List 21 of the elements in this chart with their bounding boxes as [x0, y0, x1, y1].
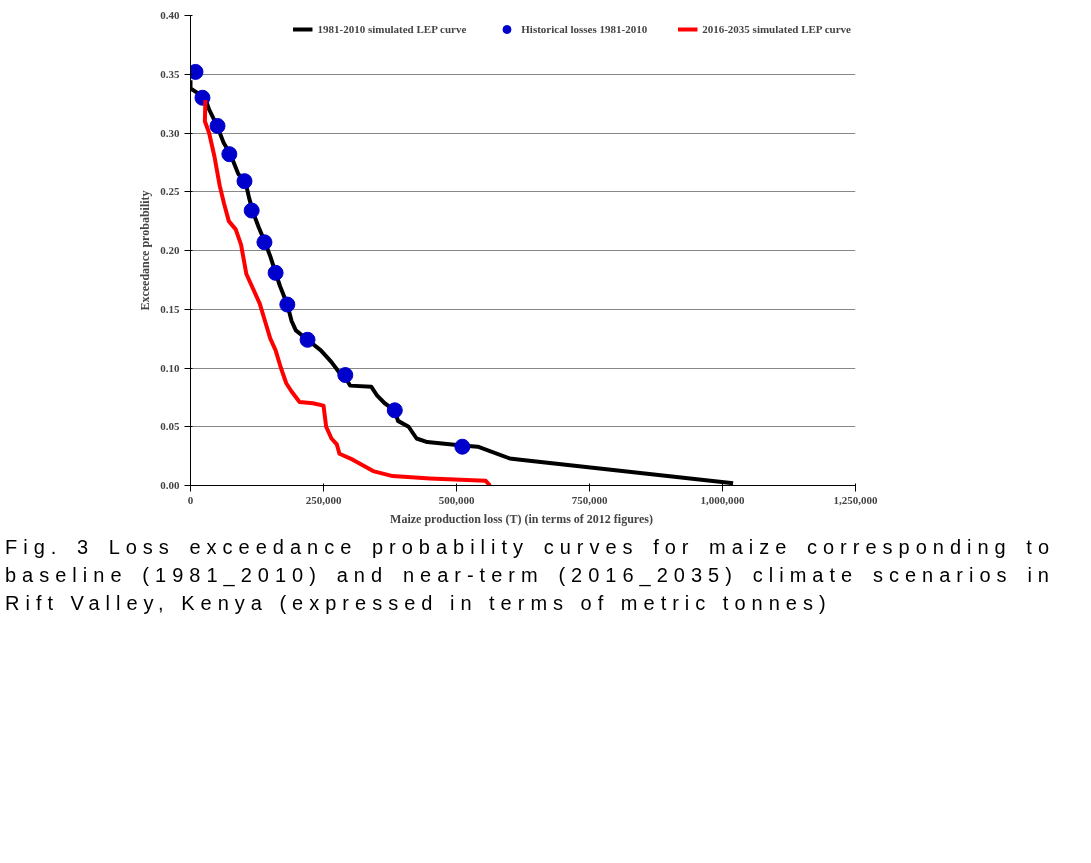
y-tick-label: 0.00 — [160, 479, 180, 491]
x-tick-label: 500,000 — [438, 493, 475, 506]
y-tick-label: 0.25 — [160, 185, 180, 198]
y-tick-label: 0.20 — [160, 244, 180, 256]
y-tick-label: 0.35 — [160, 67, 180, 80]
y-tick-label: 0.40 — [160, 9, 180, 21]
legend-label: Historical losses 1981-2010 — [521, 23, 648, 35]
y-tick-label: 0.10 — [160, 361, 180, 374]
x-tick-label: 250,000 — [305, 493, 342, 506]
y-tick-label: 0.15 — [160, 302, 180, 315]
legend-label: 1981-2010 simulated LEP curve — [317, 23, 467, 35]
y-tick-label: 0.05 — [160, 420, 180, 433]
x-tick-label: 0 — [187, 493, 194, 506]
y-axis-title: Exceedance probability — [138, 190, 153, 311]
legend-label: 2016-2035 simulated LEP curve — [702, 23, 851, 35]
y-tick-label: 0.30 — [160, 126, 180, 139]
x-axis-title: Maize production loss (T) (in terms of 2012 figures) — [390, 511, 653, 526]
x-tick-label: 750,000 — [571, 493, 608, 506]
x-tick-label: 1,000,000 — [700, 493, 745, 506]
x-tick-label: 1,250,000 — [833, 493, 878, 506]
caption: Fig. 3 Loss exceedance probability curves for maize corresponding to baseline (1981_2010) and near-term (2016_2035) climate scenarios in Rift Valley, Kenya (expressed in terms of metric tonnes) — [5, 535, 1055, 616]
